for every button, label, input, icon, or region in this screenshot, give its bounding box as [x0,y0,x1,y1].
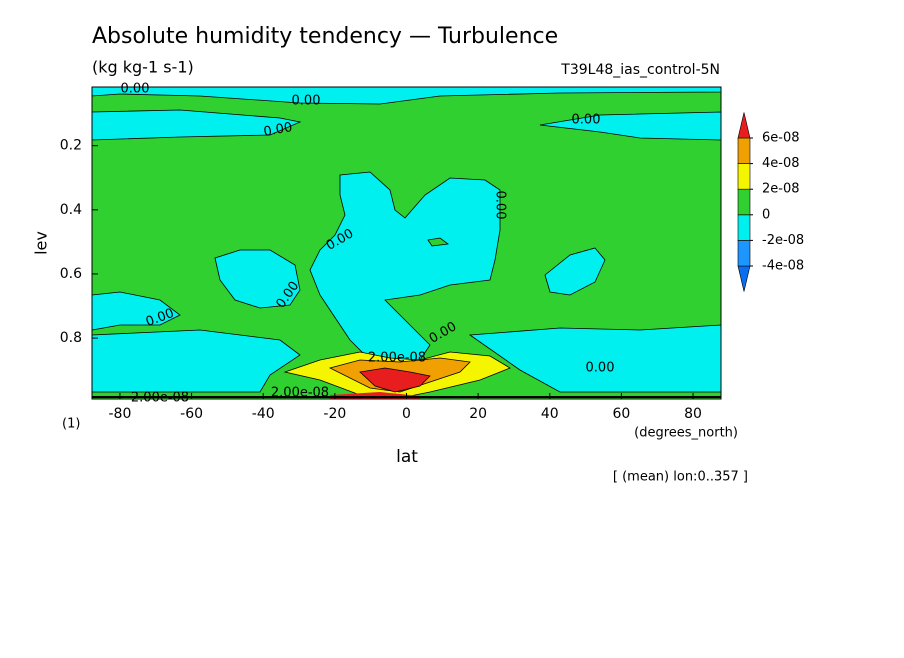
colorbar-cell [737,214,751,241]
y-tick-label: 0.4 [60,202,82,218]
y-tick-label: 0.8 [60,330,82,346]
x-tick-label: 40 [541,406,559,422]
colorbar-cell [737,240,751,267]
contour-label: 2.00e-08 [271,386,329,401]
x-unit: (degrees_north) [634,426,738,441]
colorbar-cell [737,163,751,190]
colorbar-label: 0 [762,207,770,222]
red-region [359,367,431,393]
y-tick-label: 0.2 [60,138,82,154]
subtitle: (kg kg-1 s-1) [92,58,194,77]
contour-label: 0.00 [121,82,150,97]
x-tick-label: 0 [402,406,411,422]
y-tick-label: 0.6 [60,266,82,282]
cyan-regions [91,86,722,393]
x-tick-label: 80 [684,406,702,422]
contour-field [91,86,722,399]
y-unit: (1) [62,417,80,432]
x-tick-label: -40 [252,406,275,422]
contour-label: 0.00 [493,191,508,220]
chart-title: Absolute humidity tendency — Turbulence [92,24,558,49]
contour-label: 0.00 [572,113,601,128]
x-tick-label: -80 [109,406,132,422]
x-tick-label: -60 [180,406,203,422]
colorbar-cell [737,188,751,216]
colorbar-label: 4e-08 [762,156,800,171]
colorbar-label: -2e-08 [762,233,804,248]
contour-label: 0.00 [262,120,293,140]
colorbar-label: 6e-08 [762,131,800,146]
x-tick-label: -20 [323,406,346,422]
contour-label: 0.00 [292,94,321,109]
contour-label: 2.00e-08 [368,351,426,366]
x-tick-label: 20 [469,406,487,422]
x-axis-label: lat [396,447,418,467]
contour-label: 0.00 [586,361,615,376]
x-tick-label: 60 [613,406,631,422]
footnote: [ (mean) lon:0..357 ] [613,470,748,485]
colorbar-label: -4e-08 [762,259,804,274]
contour-label: 2.00e-08 [131,391,189,406]
colorbar-cell [737,137,751,164]
colorbar-cell [737,112,751,139]
run-label: T39L48_ias_control-5N [560,62,720,78]
colorbar-label: 2e-08 [762,182,800,197]
y-axis-label: lev [32,231,51,255]
